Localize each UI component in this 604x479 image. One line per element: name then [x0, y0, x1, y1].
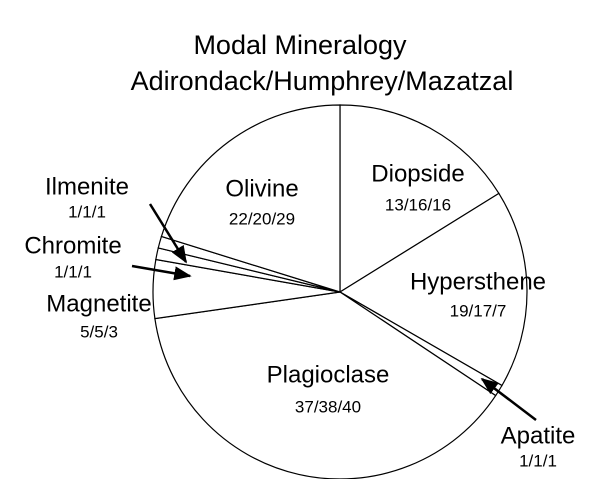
- slice-label: Ilmenite: [45, 173, 129, 200]
- slice-label: Apatite: [501, 422, 576, 449]
- chart-subtitle: Adirondack/Humphrey/Mazatzal: [131, 66, 514, 96]
- chart-title: Modal Mineralogy: [193, 30, 407, 60]
- pie-slice: [339, 104, 500, 294]
- slice-label: Diopside: [371, 160, 464, 187]
- slice-label: Olivine: [225, 175, 298, 202]
- value-label: 19/17/7: [450, 301, 507, 320]
- pie-slice: [160, 104, 341, 293]
- pie-slice: [338, 192, 528, 387]
- value-label: 1/1/1: [68, 202, 106, 221]
- slice-label: Magnetite: [46, 290, 151, 317]
- value-label: 37/38/40: [295, 397, 361, 416]
- value-label: 13/16/16: [385, 195, 451, 214]
- value-label: 22/20/29: [229, 209, 295, 228]
- slice-label: Plagioclase: [267, 361, 390, 388]
- arrow: [480, 377, 537, 421]
- pie-slice: [154, 291, 497, 479]
- slice-label: Hypersthene: [410, 268, 546, 295]
- slice-label: Chromite: [24, 232, 121, 259]
- value-label: 1/1/1: [54, 262, 92, 281]
- value-label: 5/5/3: [80, 322, 118, 341]
- arrow: [148, 203, 188, 264]
- value-label: 1/1/1: [519, 451, 557, 470]
- arrow: [131, 264, 192, 281]
